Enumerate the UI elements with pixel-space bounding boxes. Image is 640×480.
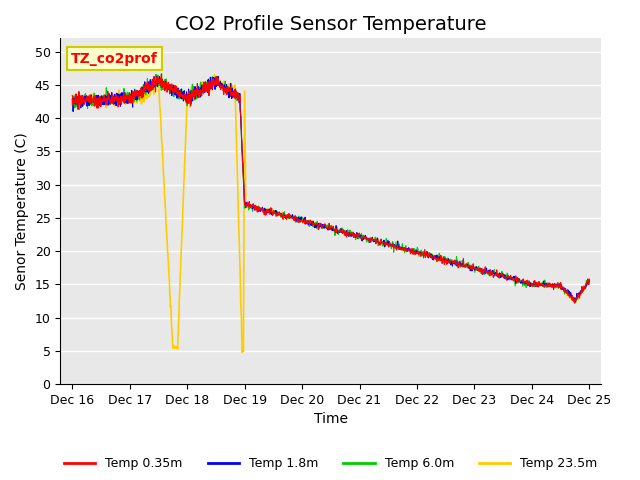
Text: TZ_co2prof: TZ_co2prof xyxy=(71,51,158,66)
Legend: Temp 0.35m, Temp 1.8m, Temp 6.0m, Temp 23.5m: Temp 0.35m, Temp 1.8m, Temp 6.0m, Temp 2… xyxy=(59,453,602,476)
X-axis label: Time: Time xyxy=(314,412,348,426)
Y-axis label: Senor Temperature (C): Senor Temperature (C) xyxy=(15,132,29,290)
Title: CO2 Profile Sensor Temperature: CO2 Profile Sensor Temperature xyxy=(175,15,486,34)
